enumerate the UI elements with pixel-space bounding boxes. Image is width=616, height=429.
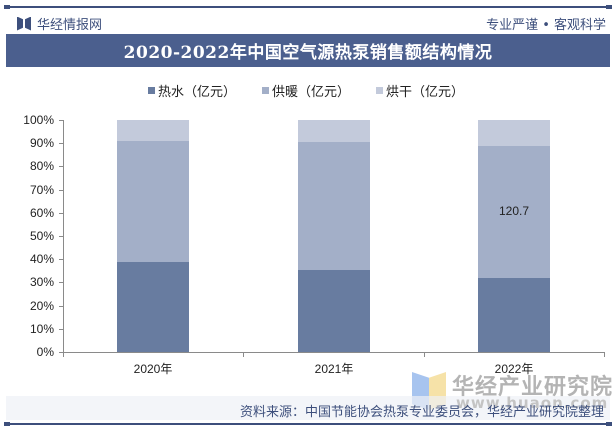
legend-label: 热水（亿元） xyxy=(158,85,237,100)
y-tick xyxy=(59,190,63,191)
y-tick-label: 90% xyxy=(29,136,54,151)
y-tick-label: 40% xyxy=(29,252,54,267)
chart-title: 2020-2022年中国空气源热泵销售额结构情况 xyxy=(123,43,493,63)
data-label: 120.7 xyxy=(498,203,530,218)
stacked-bar: 120.7 xyxy=(478,120,550,352)
x-tick xyxy=(243,352,244,357)
stacked-bar xyxy=(117,120,189,352)
legend-swatch-icon xyxy=(376,87,384,94)
bar-segment xyxy=(298,269,370,352)
bar-segment xyxy=(298,120,370,143)
source-note: 资料来源：中国节能协会热泵专业委员会，华经产业研究院整理 xyxy=(239,405,604,420)
bar-segment xyxy=(117,261,189,352)
x-tick xyxy=(63,352,64,357)
y-axis xyxy=(63,120,64,352)
x-tick xyxy=(604,352,605,357)
y-tick-label: 30% xyxy=(29,275,54,290)
y-tick xyxy=(59,352,63,353)
y-tick-label: 60% xyxy=(29,205,54,220)
y-tick-label: 50% xyxy=(29,229,54,243)
y-tick-label: 70% xyxy=(29,182,54,197)
legend-item: 热水（亿元） xyxy=(148,81,236,100)
chart-legend: 热水（亿元） 供暖（亿元） 烘干（亿元） xyxy=(148,81,464,100)
slogan: 专业严谨 • 客观科学 xyxy=(486,18,606,33)
y-tick xyxy=(59,306,63,307)
bar-segment xyxy=(478,120,550,146)
top-border-line xyxy=(4,5,612,9)
bottom-border-line xyxy=(4,422,612,426)
brand: 华经情报网 xyxy=(17,14,102,33)
legend-swatch-icon xyxy=(262,87,270,94)
y-tick xyxy=(59,282,63,283)
watermark-name: 华经产业研究院 xyxy=(452,375,614,400)
y-tick xyxy=(59,120,63,121)
legend-swatch-icon xyxy=(148,87,155,94)
y-tick xyxy=(59,143,63,144)
x-axis xyxy=(63,352,604,353)
y-tick-label: 0% xyxy=(36,345,54,359)
x-tick-label: 2020年 xyxy=(133,362,173,376)
y-tick xyxy=(59,236,63,237)
bar-segment xyxy=(298,142,370,270)
y-tick-label: 80% xyxy=(29,159,54,174)
y-tick xyxy=(59,329,63,330)
footer-band xyxy=(6,396,610,420)
y-tick-label: 100% xyxy=(23,113,54,127)
title-band: 2020-2022年中国空气源热泵销售额结构情况 xyxy=(6,34,610,67)
bar-segment xyxy=(478,145,550,278)
legend-item: 供暖（亿元） xyxy=(262,81,350,100)
brand-logo-icon xyxy=(17,16,31,31)
y-tick-label: 10% xyxy=(29,321,54,336)
legend-label: 烘干（亿元） xyxy=(386,85,465,100)
watermark-url: www.huaon.com xyxy=(456,394,609,412)
x-tick xyxy=(424,352,425,357)
legend-label: 供暖（亿元） xyxy=(272,85,351,100)
y-tick xyxy=(59,213,63,214)
y-tick xyxy=(59,166,63,167)
x-tick-label: 2021年 xyxy=(314,362,354,376)
brand-name: 华经情报网 xyxy=(37,18,103,33)
y-tick-label: 20% xyxy=(29,298,54,313)
stacked-bar xyxy=(298,120,370,352)
legend-item: 烘干（亿元） xyxy=(376,81,464,100)
bar-segment xyxy=(117,140,189,262)
bar-segment xyxy=(117,120,189,141)
x-tick-label: 2022年 xyxy=(494,362,534,376)
bar-segment xyxy=(478,277,550,352)
y-tick xyxy=(59,259,63,260)
